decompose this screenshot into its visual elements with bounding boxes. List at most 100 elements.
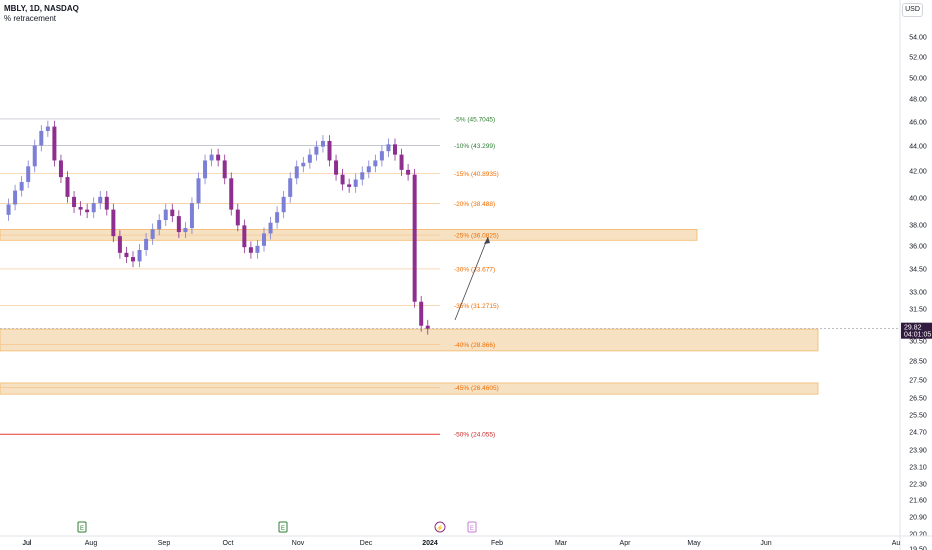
retracement-label: -15% (40.8935)	[454, 171, 499, 178]
candle-body	[275, 212, 280, 223]
candle-body	[393, 144, 397, 155]
retracement-label: -45% (26.4605)	[454, 385, 499, 392]
event-marker-label: E	[470, 526, 474, 532]
candle-body	[163, 209, 168, 221]
candle-body	[288, 178, 293, 197]
candle-body	[19, 181, 24, 191]
candle-body	[425, 325, 430, 329]
candle-body	[222, 160, 227, 179]
candle-body	[52, 126, 57, 161]
y-tick-label: 40.00	[909, 196, 927, 203]
x-tick-label: Feb	[491, 540, 503, 547]
event-marker	[467, 521, 477, 533]
candle-body	[255, 245, 260, 253]
y-tick-label: 26.50	[909, 396, 927, 403]
candle-body	[248, 247, 253, 253]
y-tick-label: 25.50	[909, 413, 927, 420]
y-tick-label: 21.60	[909, 498, 927, 505]
candle-body	[157, 220, 162, 230]
y-tick-label: 31.50	[909, 307, 927, 314]
y-tick-label: 46.00	[909, 120, 927, 127]
candle-body	[301, 162, 306, 167]
candle-body	[320, 140, 325, 147]
y-tick-label: 36.00	[909, 244, 927, 251]
retracement-label: -10% (43.299)	[454, 143, 495, 150]
y-tick-label: 34.50	[909, 267, 927, 274]
indicator-title: % retracement	[4, 14, 57, 23]
y-tick-label: 20.90	[909, 515, 927, 522]
x-tick-label: Mar	[555, 540, 568, 547]
candle-body	[72, 196, 77, 208]
y-tick-label: 28.50	[909, 359, 927, 366]
candle-body	[176, 216, 181, 233]
candle-body	[58, 160, 63, 178]
last-price-box	[901, 322, 932, 339]
candle-body	[45, 126, 50, 131]
event-marker-label: ⚡	[436, 524, 443, 532]
event-marker-label: E	[80, 526, 84, 532]
support-zone	[0, 382, 819, 395]
candle-body	[150, 229, 155, 239]
event-marker-label: E	[281, 526, 285, 532]
candle-body	[379, 151, 384, 161]
candle-body	[386, 144, 391, 152]
candle-body	[373, 160, 378, 167]
candle-body	[144, 238, 149, 251]
y-tick-label: 23.90	[909, 448, 927, 455]
x-tick-label: May	[687, 540, 701, 547]
candle-body	[307, 154, 312, 163]
candle-body	[13, 190, 18, 205]
candle-body	[85, 209, 90, 213]
y-tick-label: 20.20	[909, 532, 927, 539]
retracement-label: -20% (38.488)	[454, 201, 495, 208]
candle-body	[216, 154, 221, 161]
candle-body	[281, 196, 286, 213]
y-tick-label: 22.30	[909, 482, 927, 489]
candle-body	[347, 184, 352, 187]
candle-body	[131, 257, 135, 262]
y-tick-label: 42.00	[909, 169, 927, 176]
candle-body	[124, 252, 129, 258]
event-marker	[278, 521, 288, 533]
y-tick-label: 30.50	[909, 339, 927, 346]
retracement-label: -40% (28.866)	[454, 342, 495, 349]
x-tick-label: Nov	[292, 540, 305, 547]
currency-button[interactable]: USD	[902, 3, 923, 17]
x-tick-label: Oct	[223, 540, 234, 547]
y-tick-label: 33.00	[909, 290, 927, 297]
candle-body	[366, 166, 371, 173]
candle-body	[32, 145, 37, 167]
y-tick-label: 50.00	[909, 76, 927, 83]
candle-body	[412, 174, 417, 302]
candle-body	[360, 172, 365, 180]
candle-body	[189, 203, 194, 229]
candle-body	[327, 140, 332, 161]
x-tick-label: Sep	[158, 540, 171, 547]
y-tick-label: 44.00	[909, 144, 927, 151]
event-marker	[434, 521, 446, 533]
candle-body	[137, 250, 142, 262]
candle-body	[340, 174, 345, 185]
candle-body	[268, 222, 273, 234]
candle-body	[117, 236, 122, 253]
y-tick-label: 38.00	[909, 223, 927, 230]
last-price-label: 29.82	[904, 325, 922, 332]
y-tick-label: 24.70	[909, 430, 927, 437]
candle-body	[294, 166, 299, 179]
support-zone	[0, 328, 819, 352]
retracement-label: -25% (36.0825)	[454, 233, 499, 240]
x-tick-label: 2024	[422, 540, 438, 547]
candle-body	[104, 196, 109, 210]
candle-body	[39, 130, 44, 146]
candle-body	[399, 154, 404, 170]
candle-body	[170, 209, 175, 217]
candle-body	[196, 178, 201, 204]
candle-body	[406, 169, 411, 175]
candle-body	[26, 166, 31, 182]
candle-body	[314, 146, 319, 155]
event-marker	[77, 521, 87, 533]
candle-body	[235, 209, 240, 226]
y-tick-label: 48.00	[909, 97, 927, 104]
